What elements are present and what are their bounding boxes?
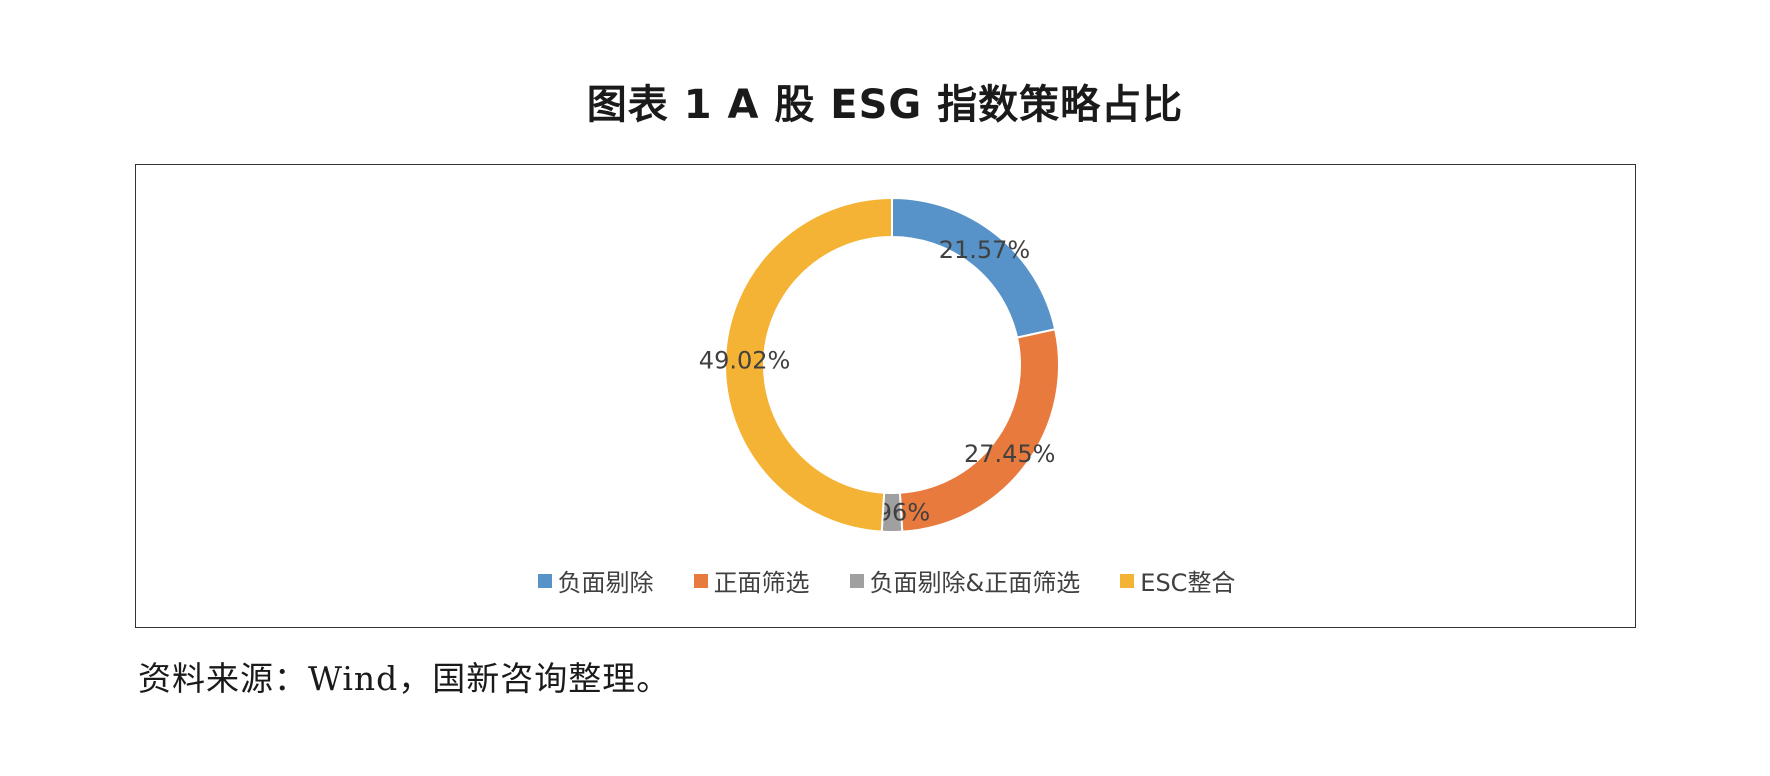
chart-frame: 21.57% 27.45% 1.96% 49.02% 负面剔除 正面筛选 负面剔除&正面筛… <box>135 164 1636 628</box>
donut-slice-3 <box>724 196 893 533</box>
legend-swatch-1 <box>693 573 708 588</box>
legend-item-0: 负面剔除 <box>537 563 654 598</box>
slice-data-label-3: 49.02% <box>699 346 791 374</box>
legend-swatch-2 <box>849 573 864 588</box>
donut-chart: 21.57%27.45%1.96%49.02% <box>699 196 1060 534</box>
slice-data-label-0: 21.57% <box>939 236 1031 264</box>
slice-data-label-1: 27.45% <box>964 440 1056 468</box>
legend-label-0: 负面剔除 <box>557 569 654 597</box>
chart-legend: 负面剔除 正面筛选 负面剔除&正面筛选 ESC整合 <box>136 563 1637 598</box>
legend-label-3: ESC整合 <box>1140 569 1236 597</box>
legend-swatch-0 <box>537 573 552 588</box>
legend-label-2: 负面剔除&正面筛选 <box>869 569 1081 597</box>
donut-slice-0 <box>891 196 1057 339</box>
source-note: 资料来源：Wind，国新咨询整理。 <box>138 659 671 698</box>
legend-item-2: 负面剔除&正面筛选 <box>849 563 1081 598</box>
legend-label-1: 正面筛选 <box>713 569 810 597</box>
legend-item-1: 正面筛选 <box>693 563 810 598</box>
legend-swatch-3 <box>1120 573 1135 588</box>
legend-item-3: ESC整合 <box>1120 563 1235 598</box>
chart-title: 图表 1 A 股 ESG 指数策略占比 <box>586 82 1184 128</box>
